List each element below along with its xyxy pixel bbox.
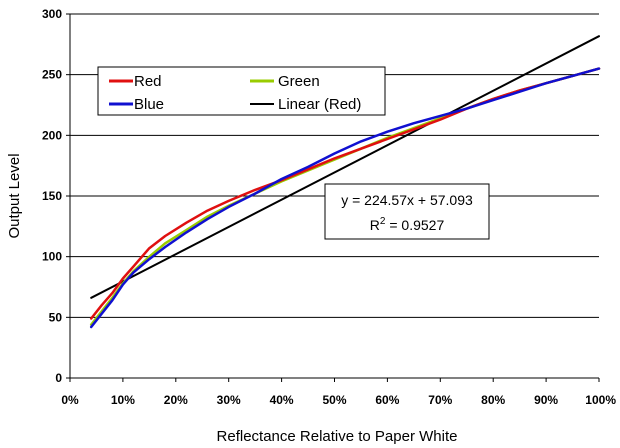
- y-tick-label: 250: [42, 68, 62, 82]
- y-tick-labels: 0 50 100 150 200 250 300: [42, 7, 70, 385]
- x-tick-label: 30%: [217, 393, 241, 407]
- r-squared-exponent: 2: [380, 216, 386, 227]
- legend-box: [97, 66, 386, 116]
- x-axis-title: Reflectance Relative to Paper White: [217, 428, 458, 445]
- legend: Red Green Blue Linear (Red): [97, 66, 386, 116]
- x-tick-label: 20%: [164, 393, 188, 407]
- trendline-equation-box: y = 224.57x + 57.093 R2 = 0.9527: [324, 183, 490, 240]
- series-line-linear-red: [90, 35, 600, 299]
- legend-label-red: Red: [134, 73, 162, 90]
- x-tick-label: 0%: [61, 393, 79, 407]
- x-tick-label: 40%: [270, 393, 294, 407]
- y-tick-label: 150: [42, 189, 62, 203]
- trendline-r-squared: R2 = 0.9527: [370, 216, 445, 233]
- legend-label-green: Green: [278, 73, 320, 90]
- r-squared-value: = 0.9527: [385, 217, 444, 233]
- y-tick-label: 100: [42, 250, 62, 264]
- equation-box-frame: [324, 183, 490, 240]
- x-tick-labels: 0% 10% 20% 30% 40% 50% 60% 70% 80% 90% 100%: [61, 378, 616, 407]
- x-tick-label: 80%: [481, 393, 505, 407]
- series-layer: [89, 35, 601, 329]
- series-line-blue: [89, 67, 601, 329]
- y-axis-title: Output Level: [6, 153, 23, 238]
- x-tick-label: 90%: [534, 393, 558, 407]
- x-tick-label: 50%: [322, 393, 346, 407]
- r-squared-base: R: [370, 217, 380, 233]
- y-tick-label: 50: [49, 310, 63, 324]
- x-tick-label: 70%: [428, 393, 452, 407]
- y-tick-label: 200: [42, 128, 62, 142]
- y-tick-label: 0: [55, 371, 62, 385]
- x-tick-label: 100%: [585, 393, 616, 407]
- x-tick-label: 60%: [375, 393, 399, 407]
- trendline-equation: y = 224.57x + 57.093: [341, 192, 473, 208]
- y-tick-label: 300: [42, 7, 62, 21]
- x-tick-label: 10%: [111, 393, 135, 407]
- legend-label-blue: Blue: [134, 96, 164, 113]
- legend-label-linear-red: Linear (Red): [278, 96, 361, 113]
